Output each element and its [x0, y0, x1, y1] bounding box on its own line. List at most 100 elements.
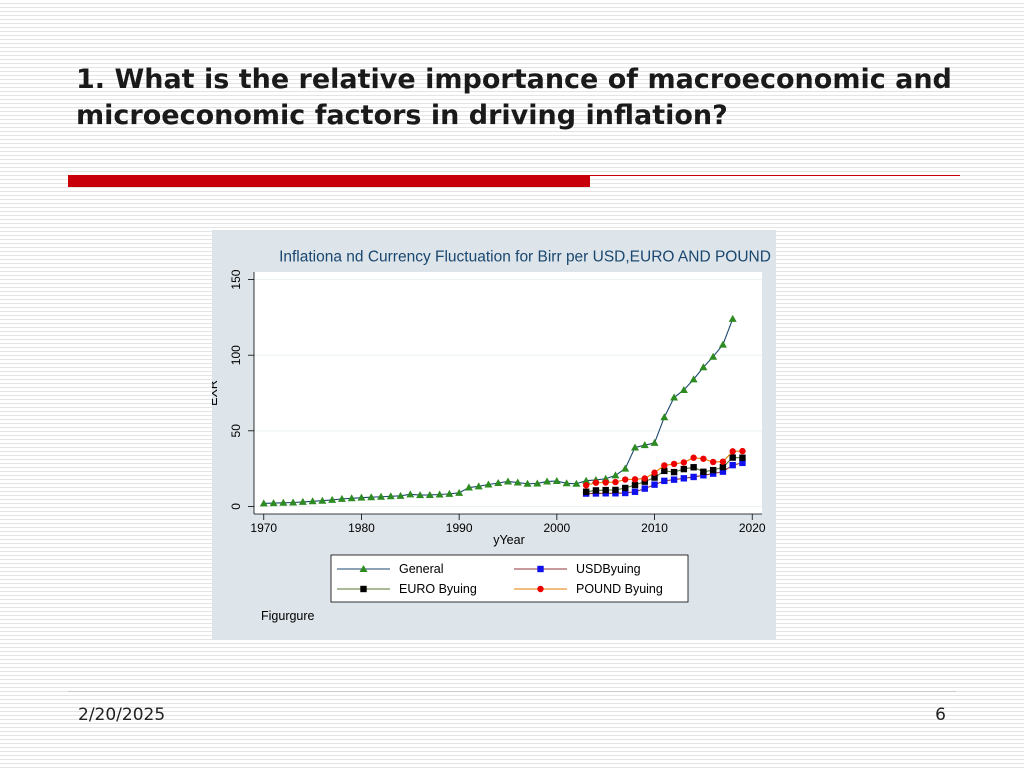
data-point-usdbyuing — [622, 489, 629, 497]
legend-items: General USDByuing EURO Byuing POUND Byuing — [337, 562, 663, 596]
data-point-euro-byuing — [651, 474, 658, 481]
x-tick-label: 2010 — [641, 521, 668, 535]
axis-layer: 0 50 100 150 1970 1980 1990 2000 2010 2020 — [229, 269, 766, 535]
data-point-pound-byuing — [631, 476, 639, 483]
data-point-general — [308, 497, 317, 505]
legend-marker — [537, 585, 544, 593]
data-point-euro-byuing — [592, 487, 600, 494]
data-point-general — [464, 483, 473, 491]
data-point-general — [523, 479, 532, 487]
data-point-pound-byuing — [690, 454, 697, 461]
data-point-usdbyuing — [631, 488, 639, 495]
data-point-general — [572, 479, 581, 487]
chart-figure: 0 50 100 150 1970 1980 1990 2000 2010 2020 Inflat… — [212, 230, 776, 640]
data-point-general — [601, 474, 610, 482]
data-point-general — [543, 477, 552, 485]
data-point-general — [650, 438, 659, 446]
data-point-general — [728, 314, 737, 322]
data-point-euro-byuing — [631, 481, 639, 489]
data-point-euro-byuing — [690, 464, 697, 471]
series-euro-byuing — [582, 454, 746, 495]
x-tick-label: 2000 — [543, 521, 570, 535]
data-point-general — [425, 490, 434, 498]
data-point-pound-byuing — [651, 469, 658, 476]
data-point-pound-byuing — [709, 458, 717, 466]
data-point-general — [562, 479, 571, 487]
data-point-euro-byuing — [670, 468, 678, 476]
data-point-euro-byuing — [700, 468, 707, 476]
data-point-general — [494, 478, 503, 486]
legend-marker — [360, 585, 367, 593]
x-tick-label: 2020 — [739, 521, 766, 535]
x-axis-label: yYear — [493, 533, 525, 547]
legend-marker — [537, 565, 544, 573]
title-accent-line — [590, 175, 960, 176]
chart-svg: 0 50 100 150 1970 1980 1990 2000 2010 2020 Inflat… — [212, 249, 771, 624]
data-point-general — [357, 493, 366, 501]
data-point-pound-byuing — [700, 455, 707, 462]
data-point-pound-byuing — [641, 475, 648, 482]
data-point-general — [709, 352, 718, 360]
legend-label: POUND Byuing — [576, 582, 663, 596]
data-point-usdbyuing — [661, 477, 668, 485]
legend-item-usdbyuing: USDByuing — [514, 562, 641, 576]
data-point-general — [445, 489, 454, 497]
data-point-pound-byuing — [670, 460, 678, 468]
legend-label: USDByuing — [576, 562, 641, 576]
data-point-general — [328, 495, 337, 503]
data-point-general — [679, 385, 688, 393]
plot-area — [254, 272, 762, 514]
data-point-general — [318, 496, 327, 504]
data-point-euro-byuing — [680, 465, 688, 473]
data-point-euro-byuing — [582, 488, 590, 495]
data-point-general — [289, 498, 298, 506]
data-point-general — [699, 363, 708, 371]
data-point-general — [455, 488, 464, 496]
data-point-pound-byuing — [612, 478, 619, 486]
data-point-general — [259, 499, 268, 507]
series-general — [259, 314, 737, 507]
series-layer — [259, 314, 746, 507]
data-point-general — [504, 477, 512, 485]
data-point-usdbyuing — [729, 461, 736, 469]
x-tick-label: 1980 — [348, 521, 375, 535]
data-point-euro-byuing — [661, 467, 668, 475]
data-point-pound-byuing — [602, 479, 609, 486]
data-point-usdbyuing — [709, 470, 717, 477]
data-point-general — [660, 413, 669, 421]
data-point-euro-byuing — [709, 466, 717, 474]
data-point-usdbyuing — [641, 485, 648, 492]
slide-date: 2/20/2025 — [78, 705, 166, 725]
x-tick-label: 1970 — [250, 521, 277, 535]
data-point-general — [377, 492, 385, 500]
data-point-usdbyuing — [690, 473, 697, 481]
data-point-general — [406, 490, 415, 498]
data-point-euro-byuing — [739, 454, 746, 461]
data-point-usdbyuing — [700, 472, 707, 479]
data-point-pound-byuing — [729, 448, 736, 455]
data-point-general — [718, 340, 727, 348]
data-point-general — [416, 491, 425, 499]
legend-item-pound-byuing: POUND Byuing — [514, 582, 663, 596]
data-point-usdbyuing — [651, 481, 658, 488]
data-point-pound-byuing — [622, 476, 629, 483]
chart-title: Inflationa nd Currency Fluctuation for B… — [279, 249, 771, 266]
legend-label: EURO Byuing — [399, 582, 477, 596]
series-pound-byuing — [582, 447, 746, 489]
slide-page-number: 6 — [935, 705, 946, 725]
data-point-general — [386, 492, 395, 500]
data-point-pound-byuing — [582, 482, 590, 489]
data-point-general — [631, 443, 639, 451]
data-point-general — [435, 490, 444, 498]
data-point-euro-byuing — [622, 484, 629, 492]
data-point-euro-byuing — [719, 463, 727, 471]
data-point-general — [611, 471, 620, 479]
y-tick-label: 150 — [229, 269, 243, 289]
legend-box — [330, 554, 689, 603]
data-point-pound-byuing — [719, 458, 727, 465]
legend-item-general: General — [337, 562, 443, 576]
data-point-pound-byuing — [661, 462, 668, 469]
data-point-pound-byuing — [592, 479, 600, 486]
data-point-usdbyuing — [719, 468, 727, 475]
data-point-general — [670, 393, 679, 401]
